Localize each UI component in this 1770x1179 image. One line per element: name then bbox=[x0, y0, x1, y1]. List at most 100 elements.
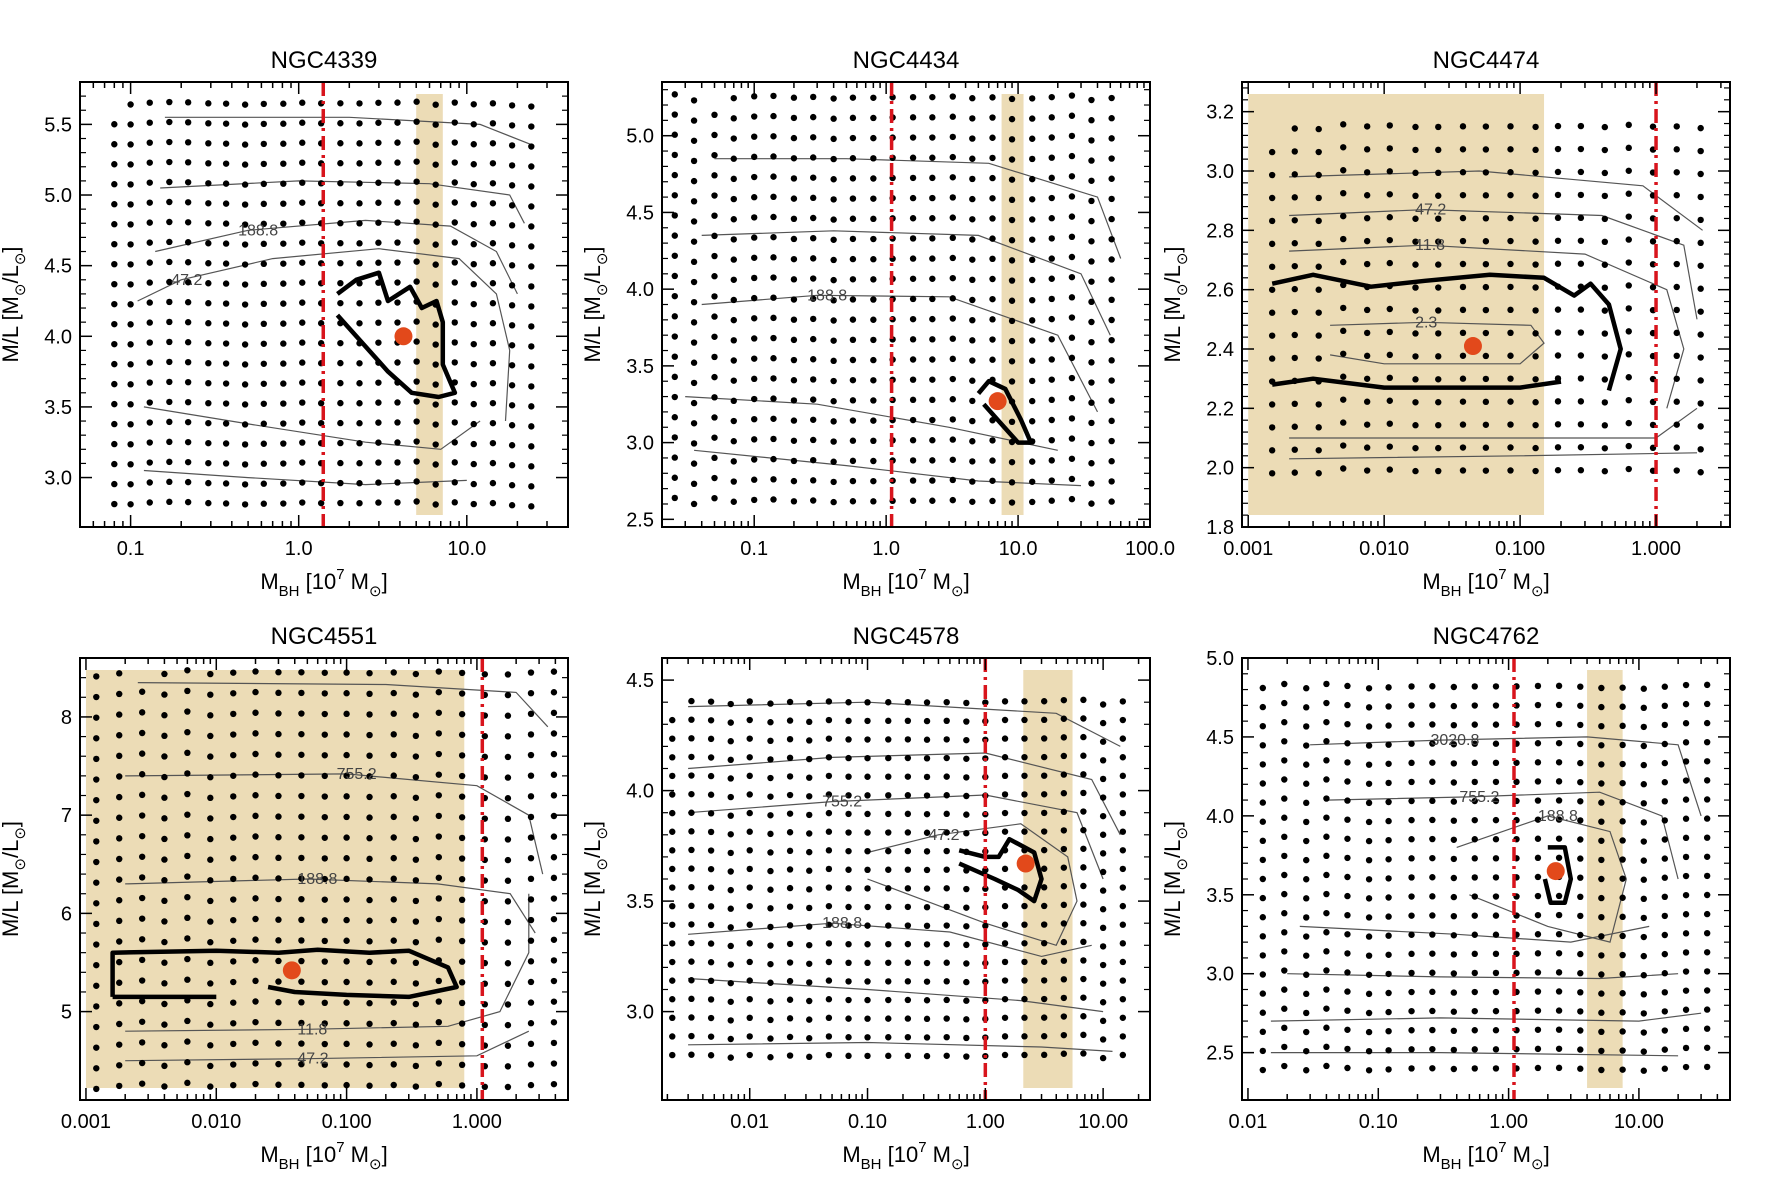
grid-point bbox=[1119, 809, 1127, 817]
grid-point bbox=[1482, 444, 1490, 451]
grid-point bbox=[432, 441, 439, 448]
grid-point bbox=[435, 792, 443, 799]
y-tick-label: 1.8 bbox=[1206, 517, 1234, 539]
grid-point bbox=[1303, 856, 1310, 864]
grid-point bbox=[671, 353, 678, 360]
grid-point bbox=[1344, 835, 1351, 842]
y-tick-label: 3.0 bbox=[1206, 161, 1234, 183]
grid-point bbox=[688, 977, 695, 984]
grid-point bbox=[1697, 331, 1704, 338]
grid-point bbox=[885, 792, 892, 799]
sigma-contour bbox=[1271, 272, 1623, 392]
grid-point bbox=[1555, 720, 1563, 728]
grid-point bbox=[1119, 716, 1127, 724]
grid-point bbox=[849, 215, 857, 222]
grid-point bbox=[111, 360, 118, 368]
grid-point bbox=[528, 243, 535, 250]
grid-point bbox=[451, 359, 458, 366]
grid-point bbox=[146, 399, 153, 406]
grid-point bbox=[298, 730, 305, 738]
grid-point bbox=[116, 855, 123, 863]
grid-point bbox=[923, 773, 931, 781]
contour-label: 3020.8 bbox=[1430, 732, 1479, 749]
grid-point bbox=[343, 875, 350, 883]
grid-point bbox=[356, 499, 363, 507]
grid-point bbox=[230, 916, 237, 924]
grid-point bbox=[390, 731, 397, 738]
grid-point bbox=[470, 101, 477, 108]
grid-point bbox=[184, 728, 191, 736]
grid-point bbox=[1412, 284, 1419, 291]
grid-point bbox=[1513, 702, 1520, 709]
grid-point bbox=[1601, 123, 1609, 131]
grid-point bbox=[207, 980, 214, 987]
grid-point bbox=[830, 115, 837, 122]
grid-point bbox=[790, 215, 798, 223]
grid-point bbox=[1577, 702, 1584, 709]
grid-point bbox=[528, 483, 535, 490]
sigma-contour bbox=[1542, 845, 1574, 905]
y-tick-label: 2.5 bbox=[626, 509, 654, 531]
grid-point bbox=[1088, 359, 1095, 366]
grid-point bbox=[470, 500, 477, 508]
grid-point bbox=[93, 838, 100, 845]
grid-point bbox=[1060, 734, 1068, 741]
grid-point bbox=[786, 1015, 794, 1022]
grid-point bbox=[730, 236, 737, 243]
grid-point bbox=[786, 977, 794, 985]
grid-point bbox=[489, 300, 497, 307]
grid-point bbox=[1385, 760, 1392, 767]
grid-point bbox=[432, 321, 439, 328]
grid-point bbox=[767, 812, 774, 819]
plot-area: 188.8 bbox=[671, 82, 1122, 527]
grid-point bbox=[375, 399, 382, 406]
grid-point bbox=[790, 114, 798, 122]
grid-point bbox=[1554, 237, 1562, 244]
grid-point bbox=[166, 158, 173, 166]
grid-point bbox=[949, 396, 956, 403]
grid-point bbox=[205, 479, 212, 487]
grid-point bbox=[1040, 735, 1048, 742]
panel-title: NGC4762 bbox=[1433, 623, 1540, 650]
grid-point bbox=[1040, 828, 1048, 835]
grid-point bbox=[1555, 1064, 1563, 1072]
grid-point bbox=[1068, 475, 1076, 483]
grid-point bbox=[161, 877, 168, 884]
grid-point bbox=[864, 736, 871, 743]
grid-point bbox=[830, 478, 837, 486]
grid-point bbox=[230, 669, 237, 676]
grid-point bbox=[184, 976, 191, 983]
grid-point bbox=[241, 201, 249, 208]
grid-point bbox=[116, 979, 123, 986]
grid-point bbox=[1640, 991, 1647, 998]
grid-point bbox=[1021, 921, 1028, 928]
grid-point bbox=[786, 922, 794, 929]
contour-label: 47.2 bbox=[928, 827, 959, 844]
grid-point bbox=[317, 400, 325, 407]
grid-point bbox=[1450, 798, 1458, 805]
grid-point bbox=[1513, 759, 1520, 766]
grid-point bbox=[830, 337, 837, 344]
grid-point bbox=[711, 151, 718, 159]
grid-point bbox=[317, 419, 325, 427]
grid-point bbox=[1048, 154, 1055, 161]
grid-point bbox=[1482, 329, 1490, 337]
grid-point bbox=[849, 417, 857, 424]
grid-point bbox=[508, 242, 516, 249]
grid-point bbox=[1554, 398, 1562, 405]
grid-point bbox=[275, 957, 282, 965]
grid-point bbox=[321, 855, 328, 862]
grid-point bbox=[1459, 352, 1467, 359]
grid-point bbox=[451, 239, 458, 246]
grid-point bbox=[1625, 465, 1632, 473]
grid-point bbox=[1577, 912, 1584, 920]
grid-point bbox=[412, 753, 420, 760]
grid-point bbox=[1008, 136, 1016, 143]
grid-point bbox=[116, 793, 123, 801]
grid-point bbox=[864, 773, 871, 780]
grid-point bbox=[127, 261, 134, 268]
grid-point bbox=[688, 1014, 695, 1021]
grid-point bbox=[1080, 733, 1087, 741]
grid-point bbox=[280, 280, 287, 287]
grid-point bbox=[343, 916, 350, 924]
